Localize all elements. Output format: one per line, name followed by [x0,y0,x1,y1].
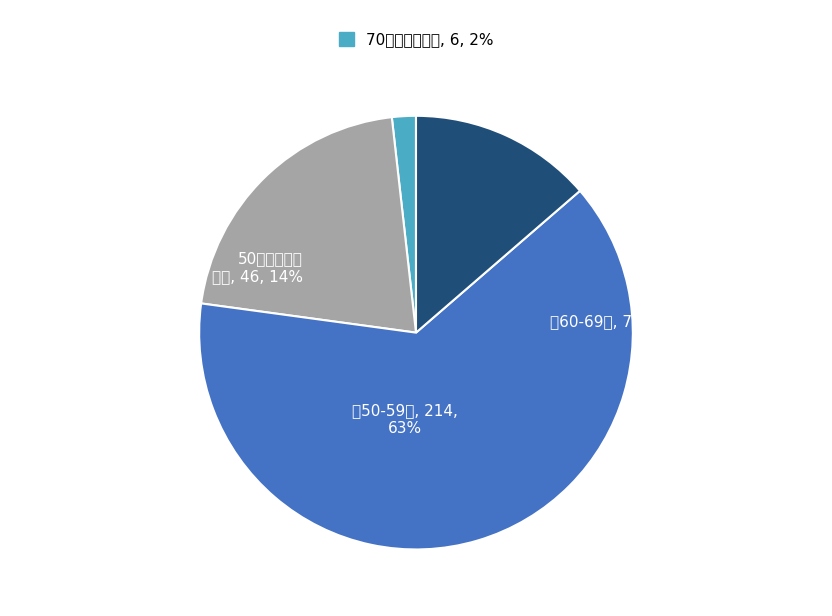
Legend: 70分（含）以上, 6, 2%: 70分（含）以上, 6, 2% [333,26,499,53]
Wedge shape [392,116,416,333]
Wedge shape [199,191,633,549]
Text: だ50-59分, 214,
63%: だ50-59分, 214, 63% [352,403,458,436]
Wedge shape [416,116,580,333]
Text: 50分（不含）
以下, 46, 14%: 50分（不含） 以下, 46, 14% [212,251,303,284]
Wedge shape [201,117,416,333]
Text: だ60-69分, 71, 21%: だ60-69分, 71, 21% [551,314,686,330]
